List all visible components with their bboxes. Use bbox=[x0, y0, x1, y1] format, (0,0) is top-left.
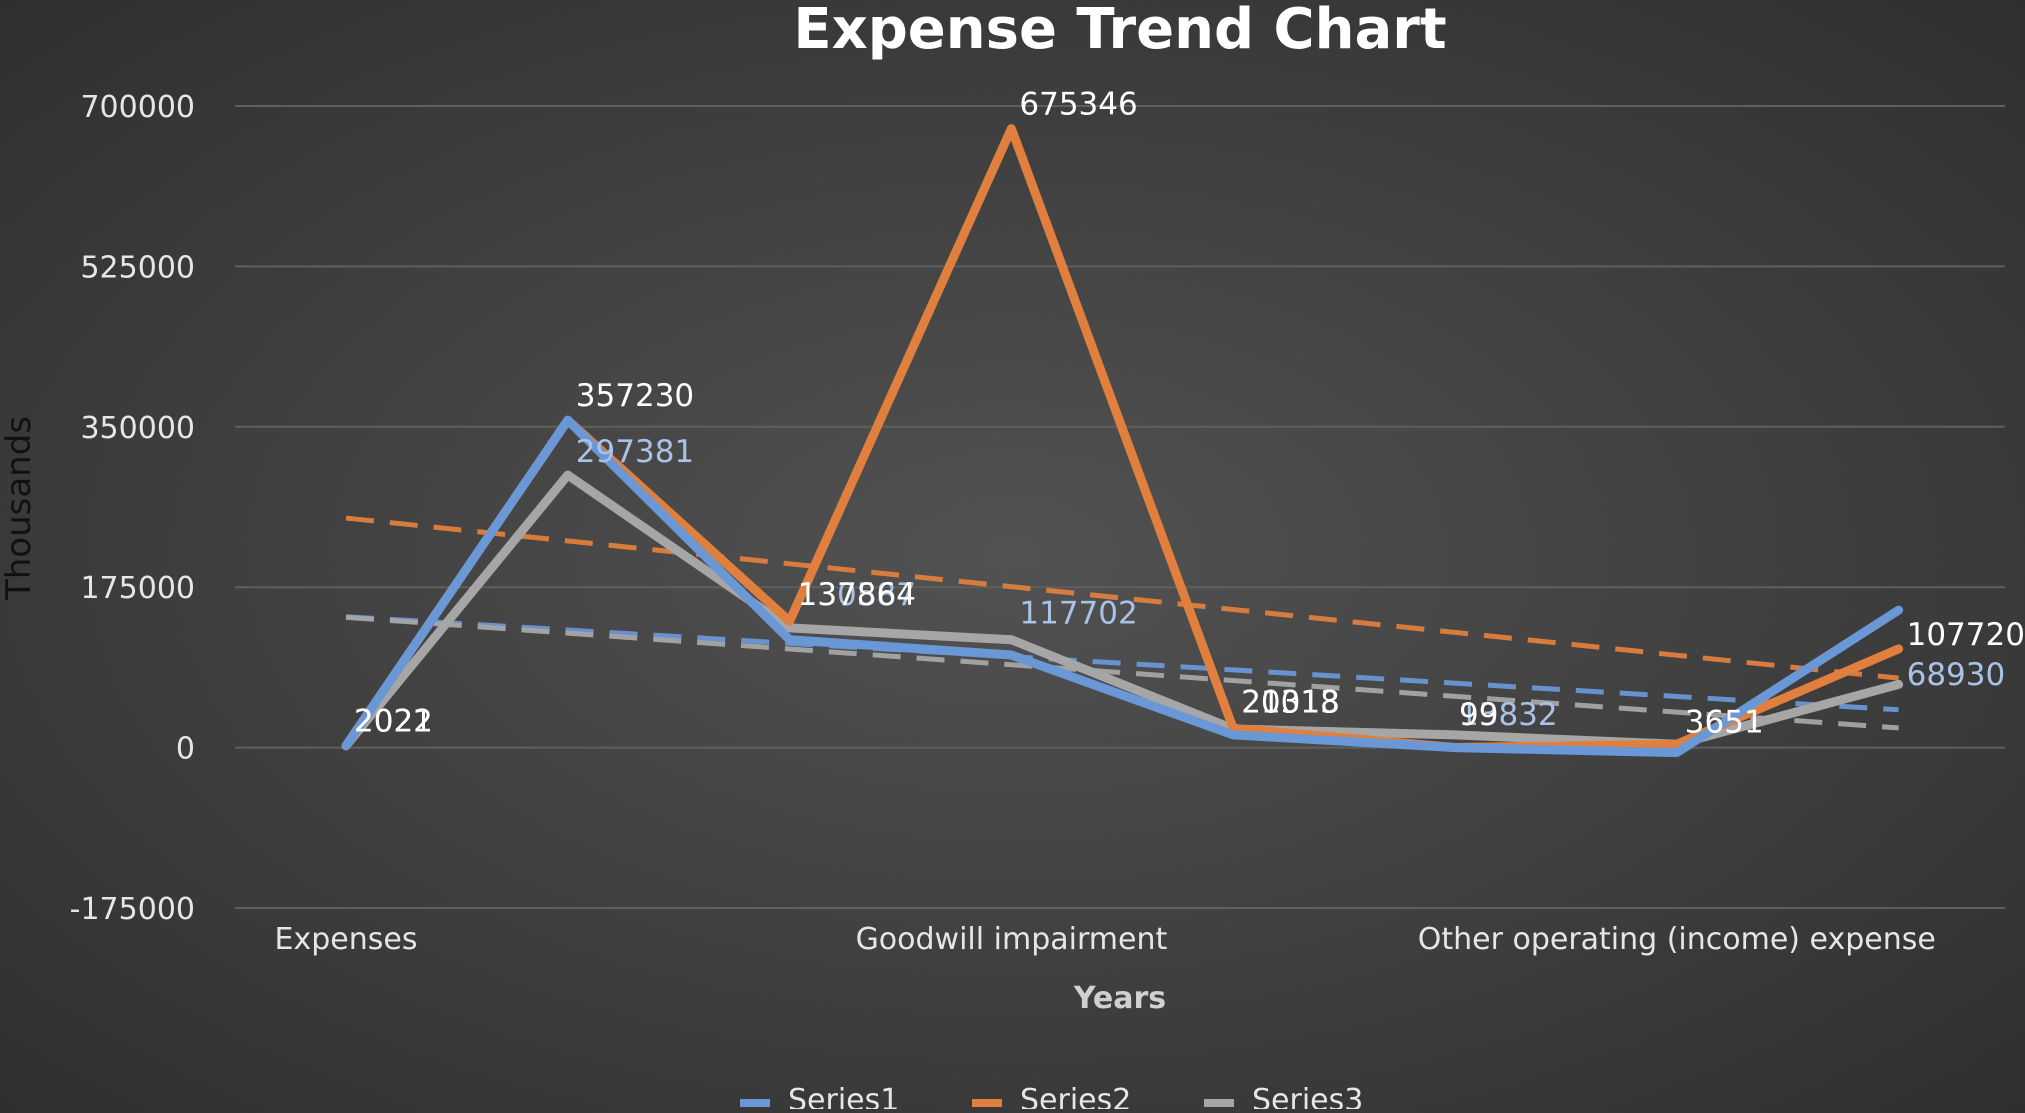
data-label: 68930 bbox=[1907, 657, 2006, 693]
data-label: 13832 bbox=[1459, 697, 1558, 733]
data-label: 99 bbox=[1459, 697, 1498, 733]
trendline-series3 bbox=[345, 614, 1899, 731]
trendlines bbox=[345, 515, 1899, 731]
series-lines bbox=[341, 124, 1904, 758]
trendline-series2 bbox=[345, 515, 1899, 681]
series-line-series1 bbox=[341, 415, 1904, 758]
y-tick-label: 0 bbox=[176, 732, 195, 767]
y-tick-label: 525000 bbox=[80, 250, 195, 285]
gridlines bbox=[235, 105, 2005, 909]
legend-label: Series2 bbox=[1020, 1083, 1131, 1109]
data-label: 675346 bbox=[1019, 87, 1137, 123]
data-label: 107720 bbox=[1907, 617, 2025, 653]
y-tick-label: 700000 bbox=[80, 90, 195, 125]
x-tick-label: Expenses bbox=[275, 922, 418, 957]
data-label: 117702 bbox=[1019, 596, 1137, 632]
data-label: 137864 bbox=[798, 577, 916, 613]
data-label: 21018 bbox=[1241, 684, 1340, 720]
data-label: 20313 bbox=[1241, 684, 1340, 720]
x-tick-label: Goodwill impairment bbox=[856, 922, 1168, 957]
data-label: 2022 bbox=[354, 704, 433, 740]
chart-title: Expense Trend Chart bbox=[793, 0, 1446, 62]
data-label: 357230 bbox=[576, 378, 694, 414]
y-tick-label: 350000 bbox=[80, 411, 195, 446]
data-label: 2021 bbox=[354, 704, 433, 740]
legend-label: Series3 bbox=[1252, 1083, 1363, 1109]
y-axis-ticks: 700000 525000 350000 175000 0 -175000 bbox=[70, 90, 195, 927]
trendline-series1 bbox=[345, 614, 1899, 713]
data-label: 3651 bbox=[1685, 704, 1764, 740]
y-tick-label: 175000 bbox=[80, 571, 195, 606]
x-axis-ticks: Expenses Goodwill impairment Other operati… bbox=[275, 922, 1936, 957]
x-axis-label: Years bbox=[1073, 981, 1166, 1016]
data-label: 130587 bbox=[798, 577, 916, 613]
legend[interactable]: Series1 Series2 Series3 bbox=[740, 1083, 1363, 1113]
legend-item-series2[interactable]: Series2 bbox=[972, 1083, 1131, 1113]
y-tick-label: -175000 bbox=[70, 892, 195, 927]
legend-item-series1[interactable]: Series1 bbox=[740, 1083, 899, 1113]
data-label: 297381 bbox=[576, 434, 694, 470]
y-axis-label: Thousands bbox=[0, 416, 39, 601]
legend-label: Series1 bbox=[788, 1083, 899, 1109]
x-tick-label: Other operating (income) expense bbox=[1418, 922, 1936, 957]
legend-item-series3[interactable]: Series3 bbox=[1204, 1083, 1363, 1113]
